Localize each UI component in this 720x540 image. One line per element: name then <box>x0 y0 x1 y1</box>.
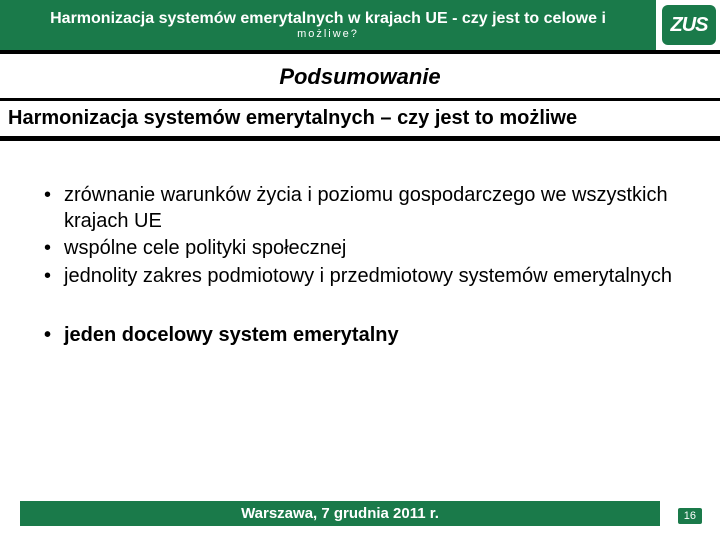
page-number: 16 <box>678 508 702 524</box>
subheading-text: Harmonizacja systemów emerytalnych – czy… <box>8 107 712 130</box>
logo-container: ZUS <box>656 0 720 50</box>
footer-text: Warszawa, 7 grudnia 2011 r. <box>20 501 660 526</box>
zus-logo: ZUS <box>662 5 716 45</box>
bullet-item: wspólne cele polityki społecznej <box>40 236 690 262</box>
spacer <box>40 291 690 323</box>
header-title-text: Harmonizacja systemów emerytalnych w kra… <box>50 9 606 28</box>
section-title: Podsumowanie <box>0 54 720 98</box>
bullet-list: zrównanie warunków życia i poziomu gospo… <box>40 183 690 289</box>
header-subline: możliwe? <box>297 28 359 41</box>
header-title-box: Harmonizacja systemów emerytalnych w kra… <box>0 0 656 50</box>
bullet-item: zrównanie warunków życia i poziomu gospo… <box>40 183 690 234</box>
bullet-item: jednolity zakres podmiotowy i przedmioto… <box>40 264 690 290</box>
subheading-bar: Harmonizacja systemów emerytalnych – czy… <box>0 98 720 141</box>
bullet-list-bold: jeden docelowy system emerytalny <box>40 323 690 349</box>
header-bar: Harmonizacja systemów emerytalnych w kra… <box>0 0 720 54</box>
footer: Warszawa, 7 grudnia 2011 r. 16 <box>0 501 720 526</box>
bullet-item-bold: jeden docelowy system emerytalny <box>40 323 690 349</box>
content-area: zrównanie warunków życia i poziomu gospo… <box>0 141 720 349</box>
